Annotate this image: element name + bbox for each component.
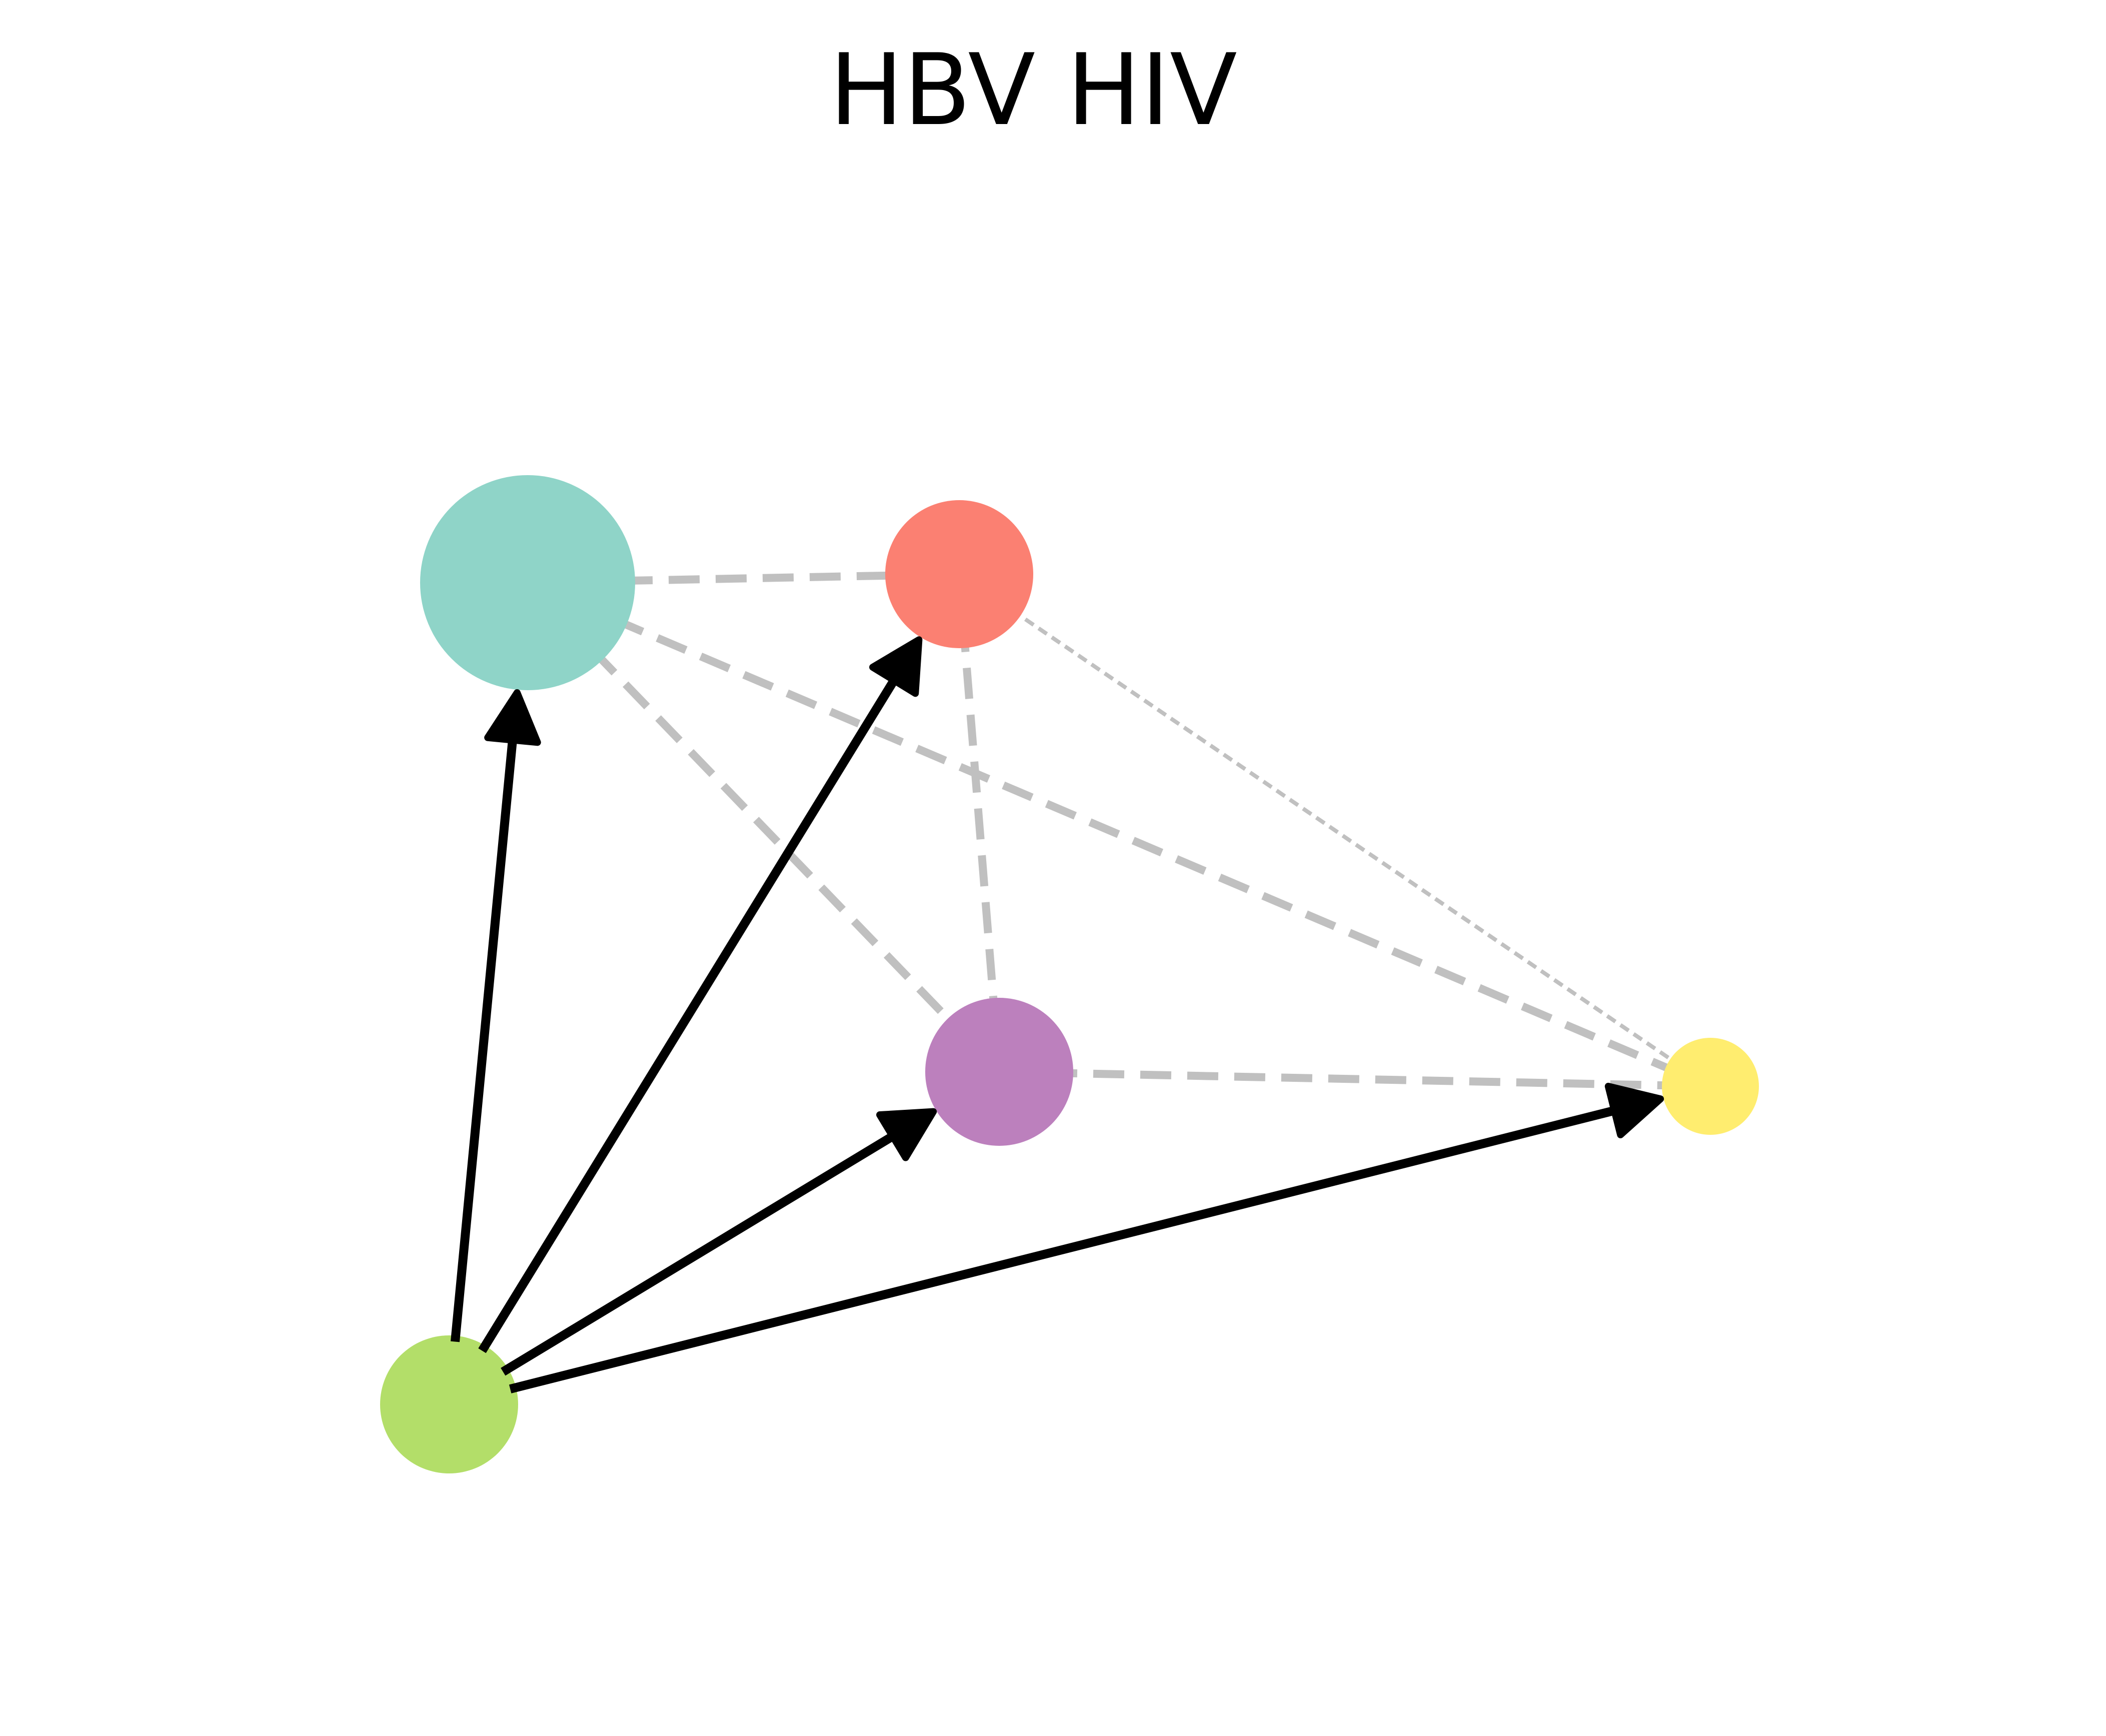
- node-yellow: [1662, 1038, 1759, 1135]
- directed-edge-line: [509, 1105, 1620, 1393]
- directed-edge-green-salmon: [478, 636, 923, 1353]
- directed-edges: [451, 636, 1664, 1393]
- arrowhead-icon: [1604, 1082, 1664, 1138]
- node-green: [380, 1335, 518, 1473]
- directed-edge-green-purple: [501, 1108, 937, 1376]
- undirected-edge-teal-purple: [525, 580, 1002, 1075]
- nodes: [380, 475, 1759, 1473]
- undirected-edge-salmon-yellow: [958, 572, 1712, 1088]
- node-purple: [925, 998, 1073, 1146]
- directed-edge-line: [451, 734, 518, 1342]
- node-salmon: [885, 500, 1033, 648]
- node-teal: [420, 475, 635, 690]
- directed-edge-green-yellow: [509, 1082, 1664, 1393]
- arrowhead-icon: [876, 1108, 937, 1161]
- directed-edge-green-teal: [451, 689, 541, 1342]
- directed-edge-line: [478, 673, 901, 1353]
- arrowhead-icon: [869, 636, 923, 697]
- undirected-edge-salmon-purple: [955, 574, 1003, 1072]
- undirected-edge-purple-yellow: [999, 1068, 1711, 1090]
- arrowhead-icon: [484, 689, 541, 746]
- directed-edge-line: [501, 1129, 900, 1376]
- diagram-title: HBV HIV: [829, 33, 1237, 148]
- undirected-edge-teal-yellow: [526, 579, 1712, 1090]
